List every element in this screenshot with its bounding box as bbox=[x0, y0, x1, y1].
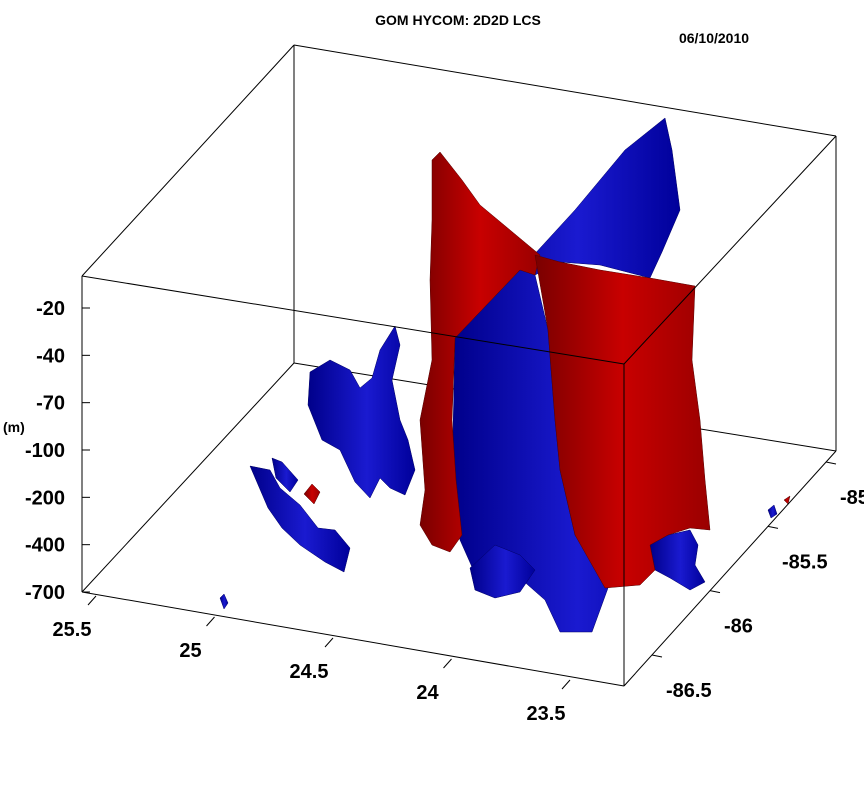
z-axis: -20 -40 -70 -100 -200 -400 -700 bbox=[25, 298, 90, 604]
lon-tick bbox=[652, 655, 662, 657]
lat-tick bbox=[325, 638, 333, 647]
lon-tick-label: -86 bbox=[724, 616, 753, 638]
chart-title: GOM HYCOM: 2D2D LCS bbox=[375, 12, 541, 28]
lat-tick-label: 24 bbox=[416, 682, 439, 704]
z-tick-label: -700 bbox=[25, 582, 65, 604]
lat-tick-label: 24.5 bbox=[290, 661, 329, 683]
lat-tick-label: 23.5 bbox=[527, 703, 566, 725]
lat-tick bbox=[562, 680, 570, 689]
lat-tick bbox=[88, 596, 96, 605]
z-tick-label: -40 bbox=[36, 345, 65, 367]
z-tick-label: -70 bbox=[36, 393, 65, 415]
lon-tick-label: -85.5 bbox=[782, 551, 828, 573]
lon-tick-label: -85 bbox=[840, 487, 864, 509]
z-tick-label: -400 bbox=[25, 535, 65, 557]
lon-tick bbox=[768, 526, 778, 528]
lon-tick bbox=[710, 591, 720, 593]
chart-date: 06/10/2010 bbox=[679, 30, 749, 46]
lat-tick-label: 25 bbox=[179, 640, 201, 662]
lat-axis: 25.5 25 24.5 24 23.5 bbox=[53, 596, 570, 725]
lat-tick bbox=[207, 617, 215, 626]
lat-tick bbox=[444, 659, 452, 668]
z-axis-unit: (m) bbox=[3, 419, 25, 435]
z-tick-label: -200 bbox=[25, 487, 65, 509]
z-tick-label: -20 bbox=[36, 298, 65, 320]
lon-tick-label: -86.5 bbox=[666, 680, 712, 702]
z-tick-label: -100 bbox=[25, 440, 65, 462]
lon-tick bbox=[826, 462, 836, 464]
lat-tick-label: 25.5 bbox=[53, 619, 92, 641]
